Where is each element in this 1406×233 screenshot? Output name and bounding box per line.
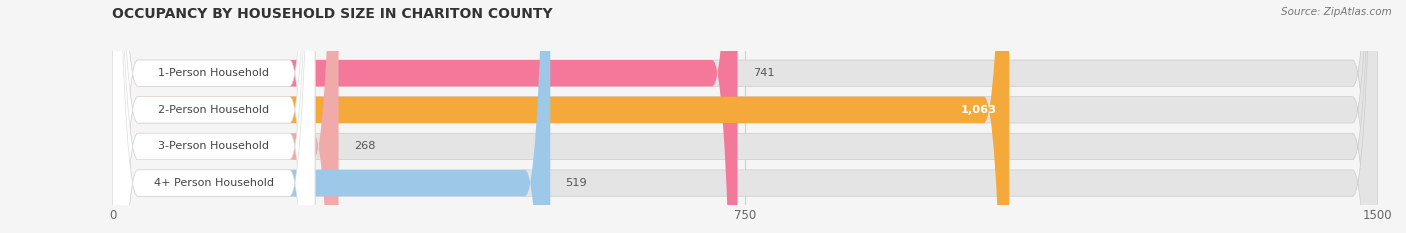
Text: OCCUPANCY BY HOUSEHOLD SIZE IN CHARITON COUNTY: OCCUPANCY BY HOUSEHOLD SIZE IN CHARITON … [112, 7, 553, 21]
FancyBboxPatch shape [112, 0, 738, 233]
Text: 519: 519 [565, 178, 588, 188]
Text: 268: 268 [354, 141, 375, 151]
FancyBboxPatch shape [112, 0, 315, 233]
FancyBboxPatch shape [112, 0, 1378, 233]
Text: 1-Person Household: 1-Person Household [159, 68, 269, 78]
FancyBboxPatch shape [112, 0, 1378, 233]
Text: Source: ZipAtlas.com: Source: ZipAtlas.com [1281, 7, 1392, 17]
FancyBboxPatch shape [112, 0, 315, 233]
FancyBboxPatch shape [112, 0, 1010, 233]
Text: 1,063: 1,063 [960, 105, 997, 115]
Text: 4+ Person Household: 4+ Person Household [153, 178, 274, 188]
Text: 2-Person Household: 2-Person Household [157, 105, 270, 115]
FancyBboxPatch shape [112, 0, 315, 233]
Text: 741: 741 [752, 68, 775, 78]
FancyBboxPatch shape [112, 0, 1378, 233]
FancyBboxPatch shape [112, 0, 339, 233]
Text: 3-Person Household: 3-Person Household [159, 141, 269, 151]
FancyBboxPatch shape [112, 0, 1378, 233]
FancyBboxPatch shape [112, 0, 315, 233]
FancyBboxPatch shape [112, 0, 550, 233]
